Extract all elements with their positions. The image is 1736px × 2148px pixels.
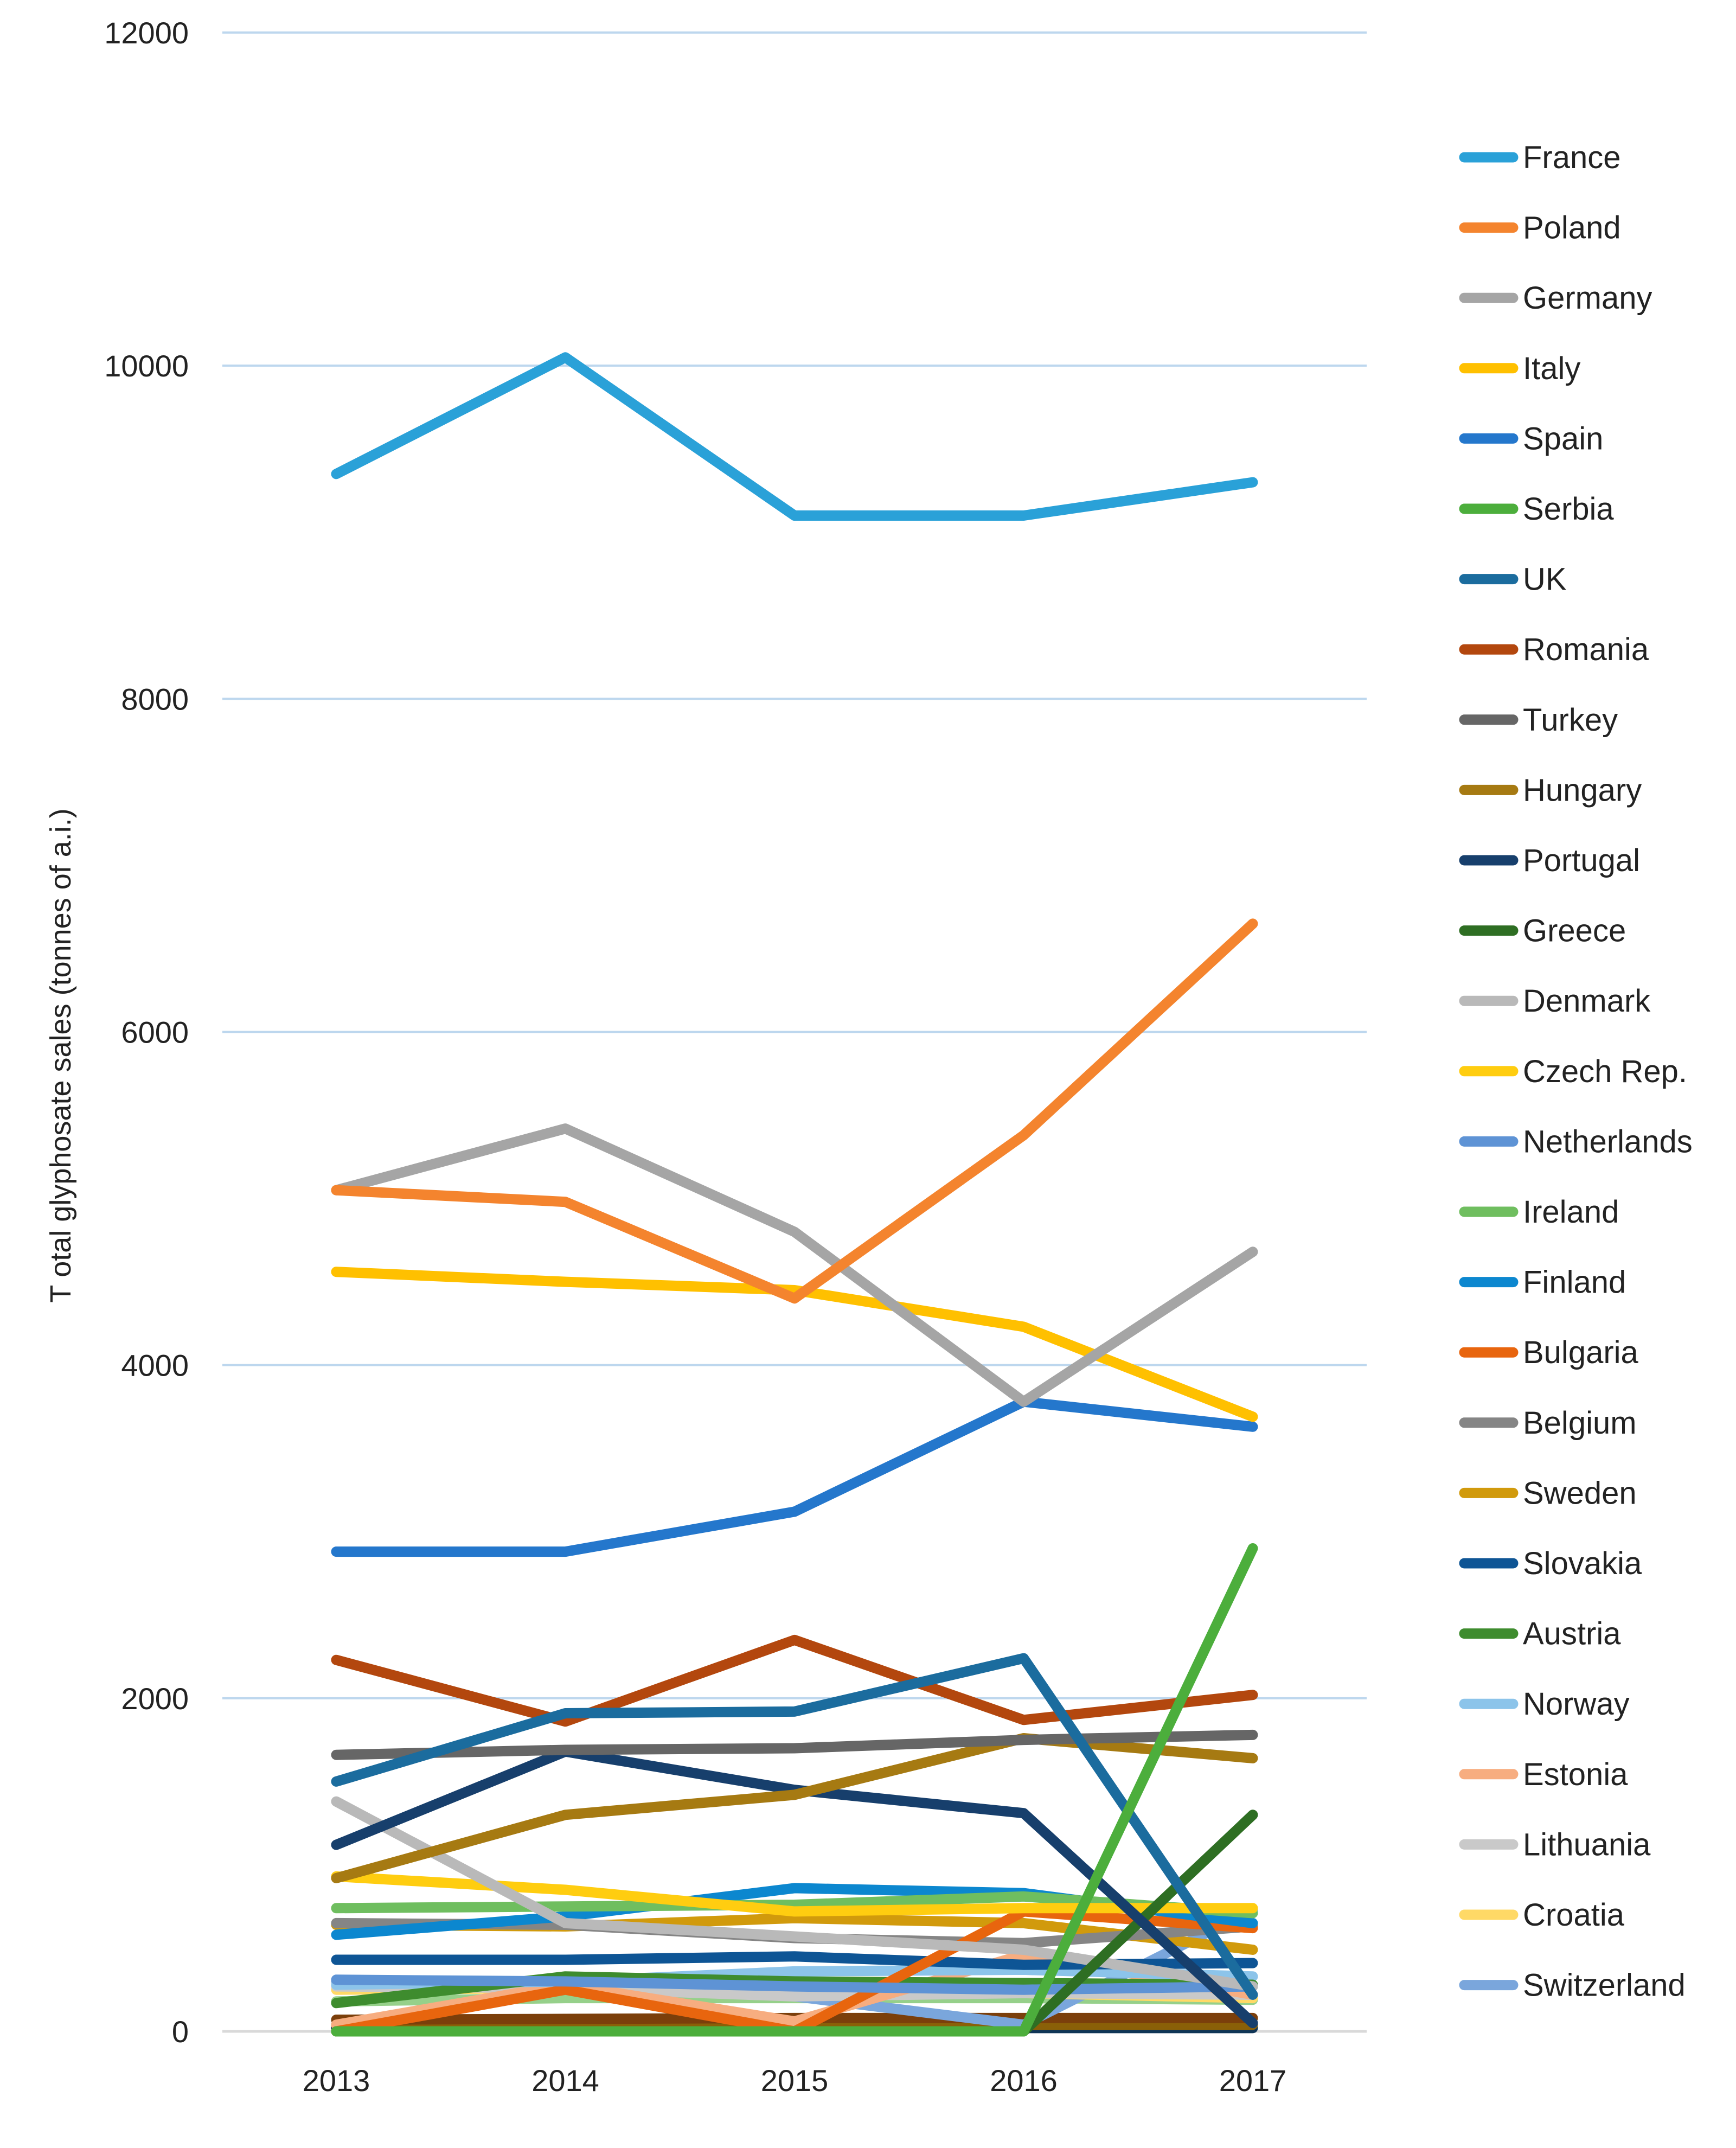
y-tick-label: 6000 <box>121 1015 189 1050</box>
legend-label: Ireland <box>1523 1194 1619 1230</box>
series-line-germany <box>331 1123 1258 1407</box>
legend-item: Lithuania <box>1459 1827 1651 1862</box>
y-axis-tick-labels: 0 2000 4000 6000 8000 10000 12000 <box>104 16 189 2049</box>
legend-label: Slovakia <box>1523 1546 1642 1581</box>
legend-label: Bulgaria <box>1523 1335 1639 1370</box>
legend-item: Austria <box>1459 1616 1621 1652</box>
series-line-romania <box>331 1634 1258 1727</box>
x-axis-tick-labels: 2013 2014 2015 2016 2017 <box>303 2063 1287 2098</box>
legend-label: Denmark <box>1523 983 1651 1019</box>
legend-item: Denmark <box>1459 983 1651 1019</box>
x-tick-label: 2016 <box>990 2063 1058 2098</box>
y-tick-label: 12000 <box>104 16 189 50</box>
y-tick-label: 0 <box>172 2015 189 2049</box>
legend-item: Finland <box>1459 1265 1626 1300</box>
series-line-hungary <box>331 1733 1258 1883</box>
series-line-ireland <box>331 1891 1258 1919</box>
y-tick-label: 4000 <box>121 1348 189 1383</box>
legend-item: France <box>1459 140 1621 175</box>
legend-item: Turkey <box>1459 702 1618 738</box>
legend-item: Greece <box>1459 913 1626 949</box>
legend-label: Germany <box>1523 280 1652 316</box>
legend-label: Hungary <box>1523 772 1642 808</box>
legend-item: Norway <box>1459 1686 1630 1722</box>
y-tick-label: 8000 <box>121 682 189 716</box>
legend-item: Portugal <box>1459 843 1640 878</box>
series-line-france <box>331 352 1258 521</box>
legend-label: Czech Rep. <box>1523 1054 1687 1089</box>
legend-label: Romania <box>1523 632 1649 667</box>
legend-label: Spain <box>1523 421 1603 456</box>
legend-label: France <box>1523 140 1621 175</box>
legend-label: Lithuania <box>1523 1827 1651 1862</box>
x-tick-label: 2017 <box>1219 2063 1287 2098</box>
legend-item: Czech Rep. <box>1459 1054 1687 1089</box>
legend-item: Serbia <box>1459 491 1614 527</box>
x-tick-label: 2013 <box>303 2063 370 2098</box>
legend-label: Norway <box>1523 1686 1630 1722</box>
legend-label: Netherlands <box>1523 1124 1693 1159</box>
series-line-netherlands <box>331 1974 1258 1995</box>
legend-item: Poland <box>1459 210 1621 246</box>
legend-label: Switzerland <box>1523 1968 1686 2003</box>
series-lines <box>331 352 1258 2037</box>
legend-item: Italy <box>1459 351 1580 386</box>
legend-item: Hungary <box>1459 772 1642 808</box>
legend-item: UK <box>1459 562 1567 597</box>
legend-item: Belgium <box>1459 1405 1637 1441</box>
series-line-poland <box>331 918 1258 1304</box>
legend-item: Netherlands <box>1459 1124 1693 1159</box>
y-tick-label: 10000 <box>104 349 189 383</box>
y-gridlines <box>222 31 1367 1699</box>
legend-label: Serbia <box>1523 491 1614 527</box>
legend-label: Belgium <box>1523 1405 1637 1441</box>
legend: France Poland Germany Italy Spain Serbia UK Rom… <box>1459 140 1693 2003</box>
legend-label: Turkey <box>1523 702 1618 738</box>
series-line-serbia <box>331 1543 1258 2037</box>
legend-item: Bulgaria <box>1459 1335 1639 1370</box>
series-line-uk <box>331 1653 1258 2000</box>
legend-label: Italy <box>1523 351 1580 386</box>
legend-label: Greece <box>1523 913 1626 949</box>
legend-item: Sweden <box>1459 1475 1637 1511</box>
x-tick-label: 2015 <box>761 2063 829 2098</box>
legend-item: Croatia <box>1459 1897 1625 1933</box>
legend-item: Estonia <box>1459 1757 1628 1792</box>
y-axis-title: T otal glyphosate sales (tonnes of a.i.) <box>44 808 77 1303</box>
legend-label: Estonia <box>1523 1757 1628 1792</box>
legend-label: Austria <box>1523 1616 1621 1652</box>
legend-item: Slovakia <box>1459 1546 1642 1581</box>
legend-label: Portugal <box>1523 843 1640 878</box>
y-tick-label: 2000 <box>121 1682 189 1716</box>
x-tick-label: 2014 <box>531 2063 599 2098</box>
legend-item: Ireland <box>1459 1194 1619 1230</box>
legend-item: Spain <box>1459 421 1603 456</box>
legend-label: Poland <box>1523 210 1621 246</box>
series-line-turkey <box>331 1729 1258 1760</box>
legend-label: Sweden <box>1523 1475 1637 1511</box>
series-line-spain <box>331 1396 1258 1557</box>
legend-item: Romania <box>1459 632 1649 667</box>
legend-item: Germany <box>1459 280 1652 316</box>
legend-label: Croatia <box>1523 1897 1625 1933</box>
legend-label: UK <box>1523 562 1567 597</box>
legend-label: Finland <box>1523 1265 1626 1300</box>
legend-item: Switzerland <box>1459 1968 1686 2003</box>
